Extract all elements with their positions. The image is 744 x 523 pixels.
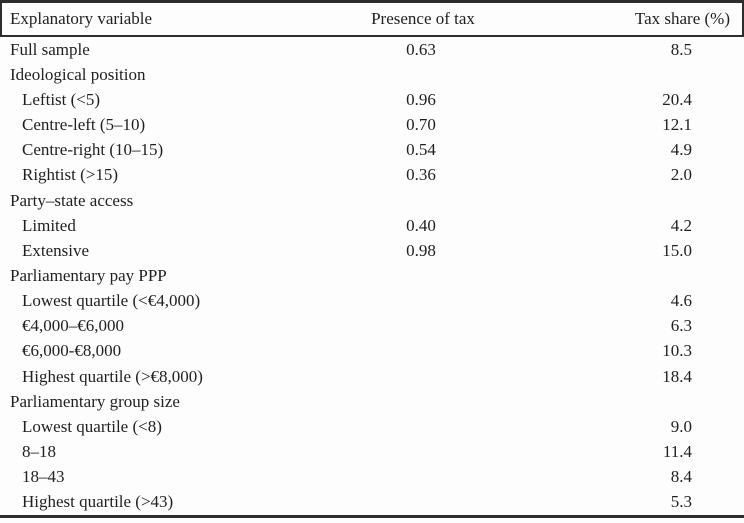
share-value: 2.0 bbox=[670, 165, 692, 185]
presence-value: 0.70 bbox=[406, 115, 436, 135]
row-label: 8–18 bbox=[22, 442, 56, 462]
presence-value: 0.98 bbox=[406, 240, 436, 260]
row-label: Lowest quartile (<8) bbox=[22, 416, 162, 436]
row-label: Party–state access bbox=[10, 190, 134, 210]
table-body: Full sample 0.63 8.5 Ideological positio… bbox=[0, 37, 744, 518]
table-row: Highest quartile (>43) 5.3 bbox=[0, 490, 744, 515]
share-value: 20.4 bbox=[662, 89, 692, 109]
share-value: 10.3 bbox=[662, 341, 692, 361]
share-value: 12.1 bbox=[662, 115, 692, 135]
presence-value: 0.36 bbox=[406, 165, 436, 185]
table-row: Full sample 0.63 8.5 bbox=[0, 37, 744, 62]
row-label: Highest quartile (>43) bbox=[22, 492, 174, 512]
row-label: €4,000–€6,000 bbox=[22, 316, 124, 336]
presence-value: 0.40 bbox=[406, 215, 436, 235]
table-row: €4,000–€6,000 6.3 bbox=[0, 314, 744, 339]
row-label: Parliamentary group size bbox=[10, 391, 180, 411]
row-label: Centre-right (10–15) bbox=[22, 140, 164, 160]
presence-value: 0.54 bbox=[406, 140, 436, 160]
table-row: Parliamentary group size bbox=[0, 389, 744, 414]
share-value: 4.9 bbox=[670, 140, 692, 160]
table-row: Party–state access bbox=[0, 188, 744, 213]
share-value: 4.6 bbox=[670, 291, 692, 311]
row-label: Ideological position bbox=[10, 64, 146, 84]
table-row: Ideological position bbox=[0, 62, 744, 87]
column-header-tax-share: Tax share (%) bbox=[634, 9, 730, 28]
row-label: Parliamentary pay PPP bbox=[10, 265, 167, 285]
table-row: Centre-right (10–15) 0.54 4.9 bbox=[0, 138, 744, 163]
row-label: Extensive bbox=[22, 240, 90, 260]
share-value: 9.0 bbox=[670, 416, 692, 436]
share-value: 4.2 bbox=[670, 215, 692, 235]
share-value: 5.3 bbox=[670, 492, 692, 512]
table-row: Parliamentary pay PPP bbox=[0, 263, 744, 288]
table-row: €6,000-€8,000 10.3 bbox=[0, 339, 744, 364]
share-value: 15.0 bbox=[662, 240, 692, 260]
table-row: Limited 0.40 4.2 bbox=[0, 213, 744, 238]
row-label: Limited bbox=[22, 215, 76, 235]
table-row: Rightist (>15) 0.36 2.0 bbox=[0, 163, 744, 188]
presence-value: 0.63 bbox=[406, 39, 436, 59]
share-value: 8.4 bbox=[670, 467, 692, 487]
table-row: Extensive 0.98 15.0 bbox=[0, 238, 744, 263]
table-row: Lowest quartile (<€4,000) 4.6 bbox=[0, 289, 744, 314]
table-row: Lowest quartile (<8) 9.0 bbox=[0, 414, 744, 439]
share-value: 8.5 bbox=[670, 39, 692, 59]
column-header-explanatory-variable: Explanatory variable bbox=[10, 9, 153, 28]
row-label: 18–43 bbox=[22, 467, 65, 487]
row-label: €6,000-€8,000 bbox=[22, 341, 122, 361]
table-row: 18–43 8.4 bbox=[0, 465, 744, 490]
column-header-presence-of-tax: Presence of tax bbox=[371, 9, 475, 28]
table-row: Leftist (<5) 0.96 20.4 bbox=[0, 87, 744, 112]
row-label: Lowest quartile (<€4,000) bbox=[22, 291, 201, 311]
share-value: 6.3 bbox=[670, 316, 692, 336]
table-row: Highest quartile (>€8,000) 18.4 bbox=[0, 364, 744, 389]
share-value: 18.4 bbox=[662, 366, 692, 386]
table-row: 8–18 11.4 bbox=[0, 440, 744, 465]
presence-value: 0.96 bbox=[406, 89, 436, 109]
table-header-row: Explanatory variable Presence of tax Tax… bbox=[0, 0, 744, 37]
table-row: Centre-left (5–10) 0.70 12.1 bbox=[0, 112, 744, 137]
row-label: Highest quartile (>€8,000) bbox=[22, 366, 203, 386]
row-label: Leftist (<5) bbox=[22, 89, 101, 109]
row-label: Rightist (>15) bbox=[22, 165, 119, 185]
share-value: 11.4 bbox=[662, 442, 692, 462]
row-label: Centre-left (5–10) bbox=[22, 115, 146, 135]
row-label: Full sample bbox=[10, 39, 90, 59]
